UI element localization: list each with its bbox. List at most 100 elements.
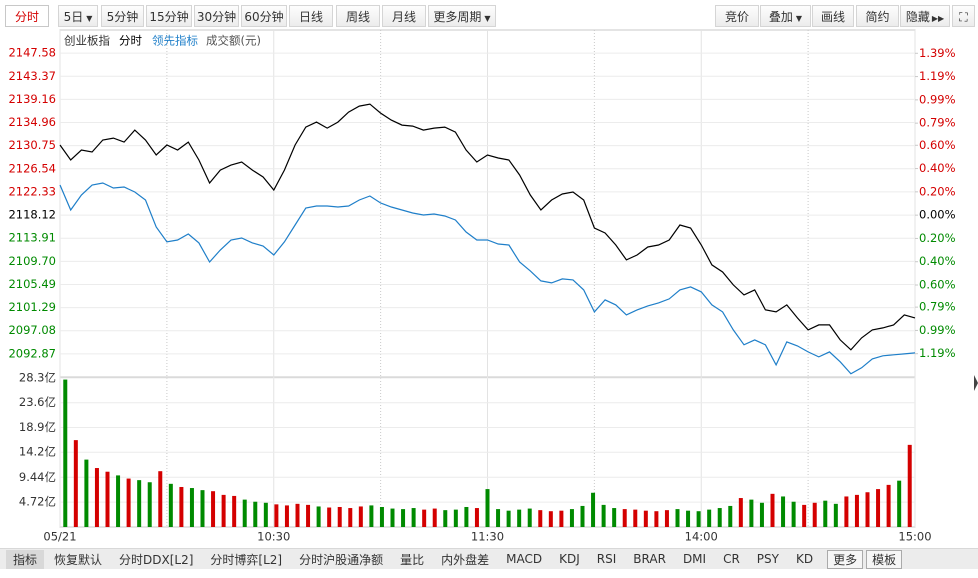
volume-bar bbox=[591, 492, 596, 527]
volume-bar bbox=[200, 490, 205, 527]
period-button[interactable]: 5分钟 bbox=[101, 5, 144, 27]
indicator-tab[interactable]: MACD bbox=[506, 552, 543, 566]
volume-bar bbox=[306, 504, 311, 527]
period-button[interactable]: 更多周期 ▼ bbox=[428, 5, 496, 27]
y-tick-label: 18.9亿 bbox=[19, 420, 56, 434]
y2-tick-label: 0.60% bbox=[919, 138, 956, 152]
price-line bbox=[59, 182, 916, 375]
indicator-tab[interactable]: 分时DDX[L2] bbox=[119, 552, 194, 567]
tool-button[interactable]: 隐藏 ▶▶ bbox=[900, 5, 950, 27]
y-tick-label: 2143.37 bbox=[8, 69, 56, 83]
volume-bar bbox=[844, 496, 849, 527]
volume-bar bbox=[337, 506, 342, 527]
volume-bar bbox=[675, 509, 680, 527]
x-tick-label: 14:00 bbox=[685, 530, 718, 544]
volume-bar bbox=[358, 506, 363, 527]
volume-bar bbox=[812, 502, 817, 527]
volume-bar bbox=[696, 511, 701, 527]
volume-bar bbox=[316, 506, 321, 527]
y-tick-label: 2139.16 bbox=[8, 92, 56, 106]
indicator-tab[interactable]: DMI bbox=[682, 552, 707, 566]
indicator-tab[interactable]: PSY bbox=[756, 552, 779, 566]
volume-bar bbox=[749, 499, 754, 527]
indicator-tab[interactable]: 分时博弈[L2] bbox=[210, 552, 283, 567]
y2-tick-label: 0.79% bbox=[919, 116, 956, 130]
indicator-tab[interactable]: RSI bbox=[596, 552, 617, 566]
volume-bar bbox=[464, 506, 469, 527]
dropdown-caret: ▼ bbox=[484, 14, 491, 23]
period-button[interactable]: 15分钟 bbox=[146, 5, 192, 27]
period-button[interactable]: 周线 bbox=[336, 5, 380, 27]
volume-bar bbox=[253, 501, 258, 527]
volume-bar bbox=[379, 506, 384, 527]
volume-bar bbox=[84, 459, 89, 527]
volume-bar bbox=[802, 504, 807, 527]
fullscreen-button[interactable]: ⛶ bbox=[952, 5, 975, 27]
volume-bar bbox=[854, 494, 859, 527]
indicator-tab[interactable]: 量比 bbox=[400, 552, 425, 567]
volume-bar bbox=[580, 505, 585, 527]
volume-bar bbox=[390, 508, 395, 527]
indicator-tab[interactable]: 分时沪股通净额 bbox=[299, 552, 384, 567]
volume-bar bbox=[168, 483, 173, 527]
y-tick-label: 2092.87 bbox=[8, 346, 56, 360]
volume-bar bbox=[453, 509, 458, 527]
volume-bar bbox=[506, 510, 511, 527]
indicator-tab[interactable]: 内外盘差 bbox=[441, 552, 490, 567]
y2-tick-label: 0.40% bbox=[919, 161, 956, 175]
side-arrow[interactable] bbox=[974, 375, 978, 391]
x-tick-label: 15:00 bbox=[898, 530, 931, 544]
tool-button[interactable]: 叠加 ▼ bbox=[760, 5, 811, 27]
indicator-tab[interactable]: BRAR bbox=[633, 552, 666, 566]
volume-bar bbox=[411, 508, 416, 527]
indicator-tab[interactable]: 更多 bbox=[827, 549, 864, 569]
indicator-tab[interactable]: 指标 bbox=[6, 549, 45, 569]
indicator-tab[interactable]: KD bbox=[795, 552, 814, 566]
x-tick-label: 05/21 bbox=[43, 530, 76, 544]
volume-bar bbox=[664, 510, 669, 527]
price-line bbox=[59, 103, 916, 351]
period-button[interactable]: 分时 bbox=[5, 5, 49, 27]
period-button[interactable]: 月线 bbox=[382, 5, 426, 27]
y-tick-label: 2113.91 bbox=[8, 231, 56, 245]
volume-bar bbox=[717, 508, 722, 527]
y-tick-label: 2134.96 bbox=[8, 115, 56, 129]
tool-button[interactable]: 竞价 bbox=[715, 5, 759, 27]
y-tick-label: 14.2亿 bbox=[19, 445, 56, 459]
y-tick-label: 23.6亿 bbox=[19, 395, 56, 409]
volume-bar bbox=[116, 475, 121, 527]
y2-tick-label: 1.19% bbox=[919, 69, 956, 83]
indicator-tab[interactable]: 恢复默认 bbox=[54, 552, 103, 567]
volume-bar bbox=[432, 508, 437, 527]
volume-bar bbox=[865, 492, 870, 527]
volume-bar bbox=[559, 510, 564, 527]
volume-bar bbox=[274, 504, 279, 527]
volume-bar bbox=[781, 496, 786, 527]
period-button[interactable]: 60分钟 bbox=[241, 5, 287, 27]
indicator-tab[interactable]: KDJ bbox=[559, 552, 580, 566]
indicator-tab[interactable]: CR bbox=[723, 552, 740, 566]
volume-bar bbox=[158, 471, 163, 527]
y-tick-label: 9.44亿 bbox=[19, 470, 56, 484]
period-button[interactable]: 30分钟 bbox=[194, 5, 239, 27]
volume-bar bbox=[496, 509, 501, 527]
volume-bar bbox=[633, 509, 638, 527]
period-button[interactable]: 日线 bbox=[289, 5, 333, 27]
volume-bar bbox=[759, 502, 764, 527]
y-tick-label: 4.72亿 bbox=[19, 495, 56, 509]
indicator-tab[interactable]: 模板 bbox=[866, 549, 903, 569]
y-tick-label: 2126.54 bbox=[8, 161, 56, 175]
volume-bar bbox=[348, 508, 353, 527]
volume-bar bbox=[73, 440, 78, 527]
tool-button[interactable]: 简约 bbox=[856, 5, 899, 27]
y2-tick-label: 1.39% bbox=[919, 46, 956, 60]
volume-bar bbox=[622, 509, 627, 527]
period-label: 分时 bbox=[119, 34, 142, 48]
dropdown-caret: ▼ bbox=[86, 14, 93, 23]
volume-bar bbox=[147, 482, 152, 527]
volume-bar bbox=[63, 379, 68, 527]
period-button[interactable]: 5日 ▼ bbox=[58, 5, 98, 27]
volume-bar bbox=[474, 508, 479, 527]
tool-button[interactable]: 画线 bbox=[812, 5, 854, 27]
